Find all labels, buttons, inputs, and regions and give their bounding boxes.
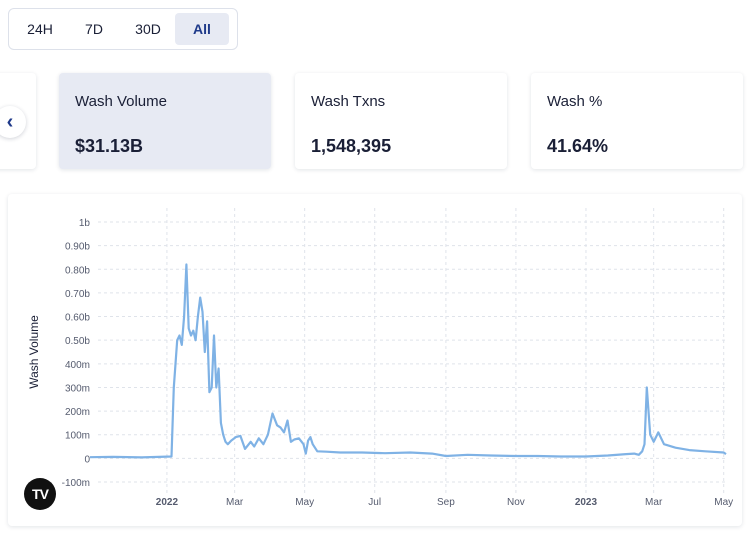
stat-value: $31.13B	[75, 136, 144, 156]
x-tick-label: 2023	[575, 497, 598, 508]
y-tick-label: 300m	[65, 383, 90, 394]
x-tick-label: 2022	[156, 497, 179, 508]
x-tick-label: Sep	[437, 497, 455, 508]
x-tick-label: Nov	[507, 497, 525, 508]
stat-card-wash-percent[interactable]: Wash % 41.64%	[531, 73, 743, 169]
chevron-left-icon[interactable]: ‹	[0, 106, 26, 138]
chart-svg: 1b 0.90b 0.80b 0.70b 0.60b 0.50b 400m 300m 200m 1…	[27, 208, 733, 508]
stat-label: Wash Txns	[311, 93, 386, 110]
x-tick-label: May	[295, 497, 314, 508]
range-button-30d[interactable]: 30D	[135, 21, 161, 37]
series-line	[89, 263, 727, 459]
x-tick-label: Mar	[226, 497, 244, 508]
y-axis-title: Wash Volume	[27, 315, 41, 389]
y-tick-label: 200m	[65, 407, 90, 418]
stat-label: Wash Volume	[75, 93, 167, 110]
y-tick-label: 0.70b	[65, 289, 90, 300]
stat-value: 41.64%	[547, 136, 609, 156]
stat-card-wash-txns[interactable]: Wash Txns 1,548,395	[295, 73, 507, 169]
tradingview-logo[interactable]: TV	[24, 478, 56, 510]
stat-value: 1,548,395	[311, 136, 392, 156]
y-tick-label: 100m	[65, 431, 90, 442]
y-tick-label: 0	[84, 454, 90, 465]
stat-card-wash-volume[interactable]: Wash Volume $31.13B	[59, 73, 271, 169]
y-tick-label: 400m	[65, 360, 90, 371]
y-tick-label: 0.80b	[65, 265, 90, 276]
x-tick-label: Jul	[368, 497, 381, 508]
time-range-selector: 24H 7D 30D All	[8, 8, 238, 50]
y-tick-label: -100m	[62, 478, 90, 489]
x-tick-label: Mar	[645, 497, 663, 508]
y-tick-label: 0.90b	[65, 242, 90, 253]
y-tick-label: 1b	[79, 218, 91, 229]
range-button-7d[interactable]: 7D	[85, 21, 103, 37]
range-button-24h[interactable]: 24H	[27, 21, 53, 37]
y-tick-label: 0.50b	[65, 336, 90, 347]
y-tick-label: 0.60b	[65, 313, 90, 324]
stat-label: Wash %	[547, 93, 603, 110]
wash-volume-chart: 1b 0.90b 0.80b 0.70b 0.60b 0.50b 400m 300m 200m 1…	[8, 194, 742, 526]
range-button-all[interactable]: All	[175, 13, 229, 45]
x-tick-label: May	[714, 497, 733, 508]
